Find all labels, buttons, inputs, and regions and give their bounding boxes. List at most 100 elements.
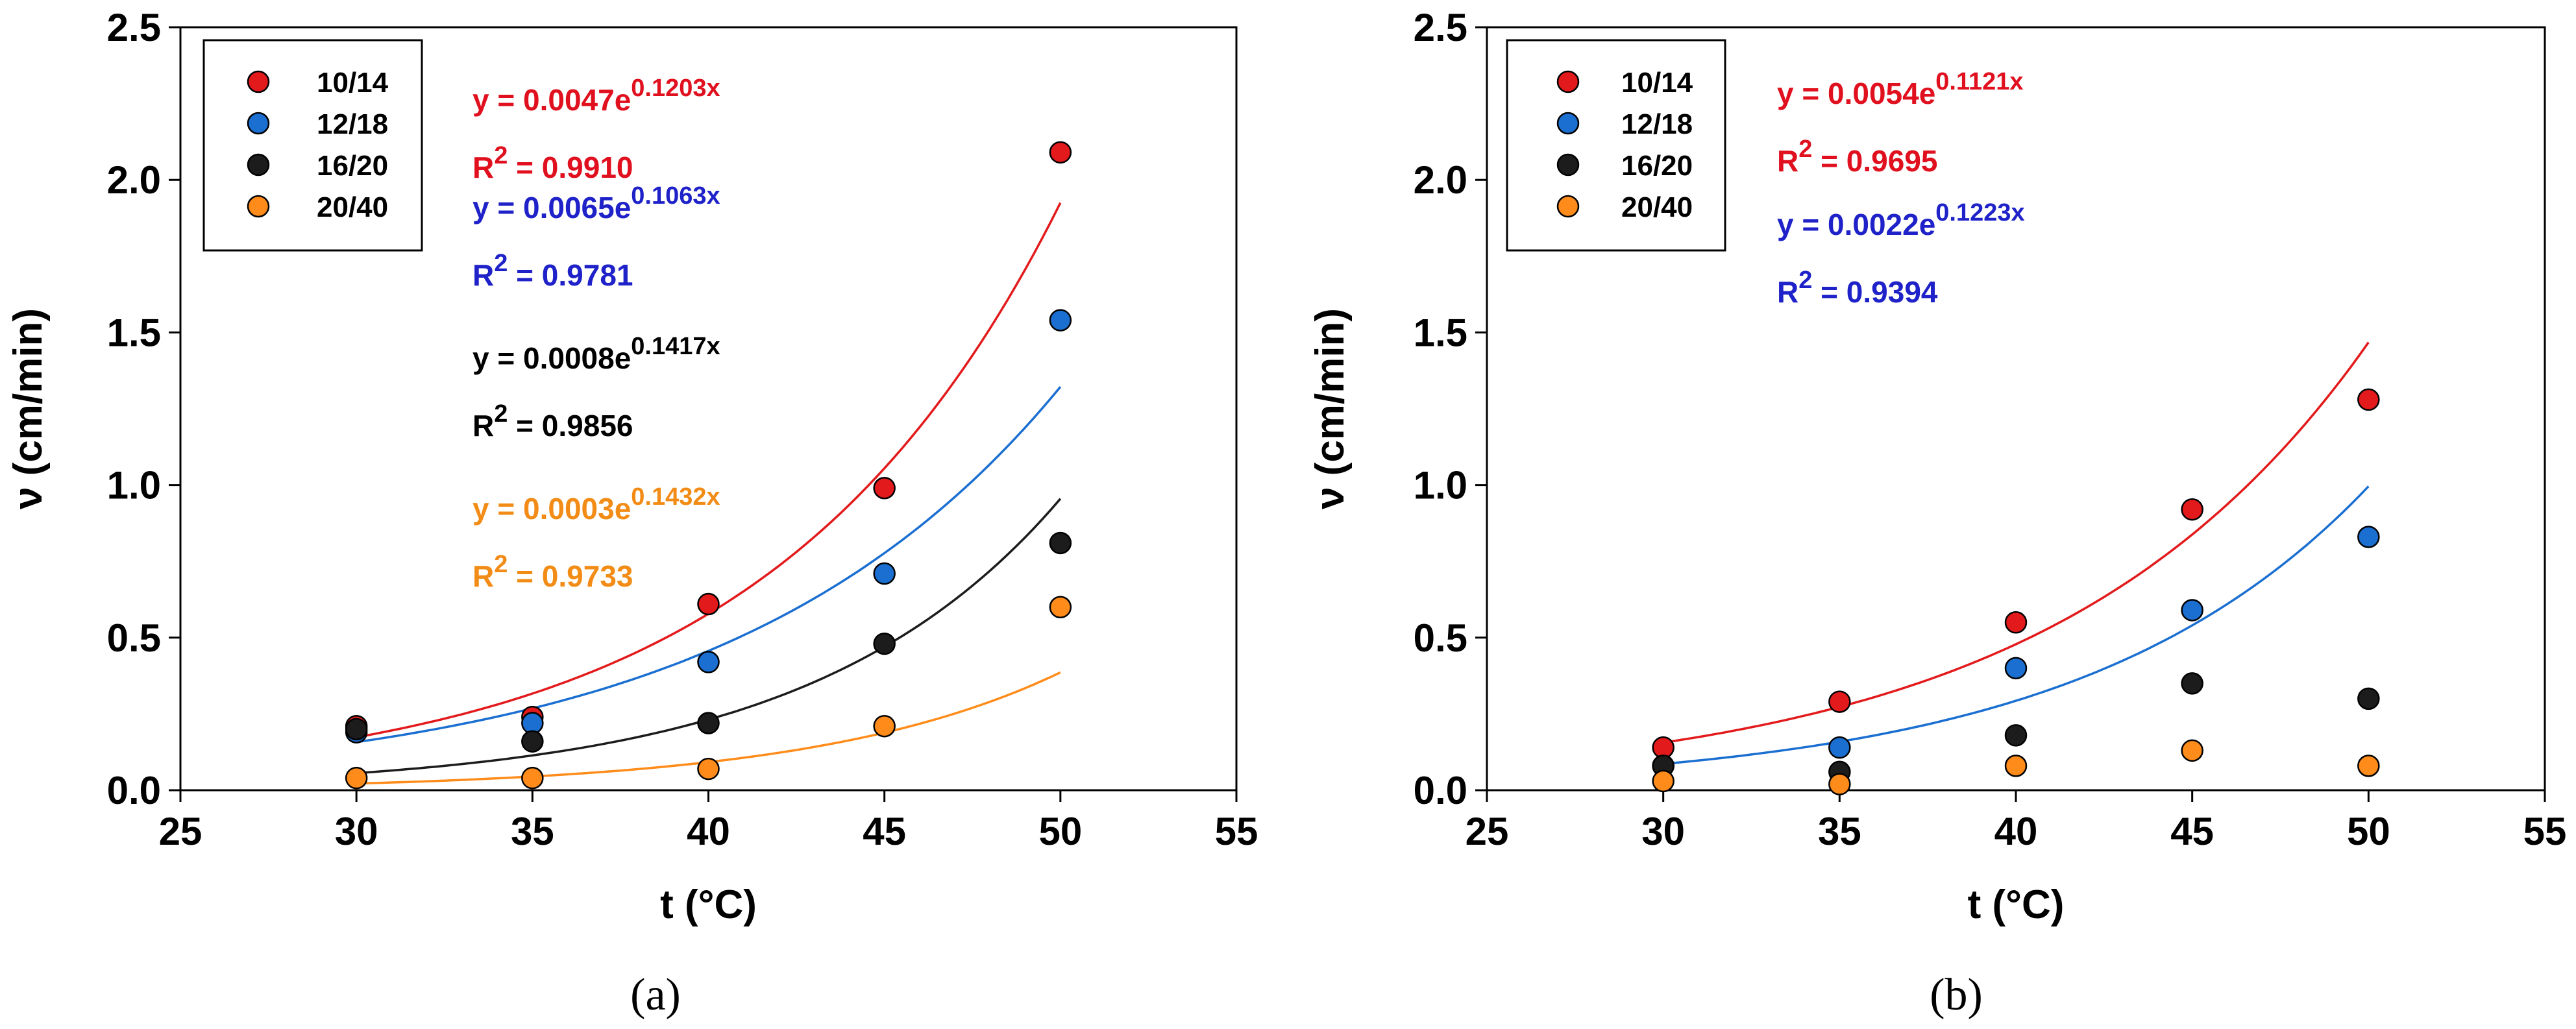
data-point-16-20 [1049, 531, 1072, 555]
data-point-12-18 [697, 651, 720, 673]
data-point-10-14 [873, 477, 896, 500]
fit-r-squared: R2 = 0.9394 [1777, 267, 1938, 309]
x-tick-label: 40 [687, 810, 730, 853]
x-axis-title: t (°C) [660, 882, 757, 927]
y-tick-label: 1.5 [1414, 311, 1467, 354]
y-tick-label: 2.5 [107, 6, 161, 49]
y-axis-title: ν (cm/min) [6, 308, 51, 509]
x-tick-label: 45 [863, 810, 906, 853]
x-axis-title: t (°C) [1968, 882, 2065, 927]
legend-marker [247, 153, 270, 176]
x-tick-label: 25 [159, 810, 202, 853]
data-point-10-14 [1049, 141, 1072, 164]
y-tick-label: 2.0 [107, 158, 161, 202]
x-tick-label: 30 [1641, 810, 1685, 853]
data-point-20-40 [873, 714, 896, 738]
x-tick-label: 55 [1215, 810, 1258, 853]
x-tick-label: 50 [1038, 810, 1082, 853]
fit-r-squared: R2 = 0.9856 [472, 400, 633, 442]
data-point-16-20 [2004, 724, 2028, 747]
legend-marker [247, 112, 270, 135]
data-point-10-14 [1828, 690, 1851, 713]
x-tick-label: 55 [2523, 810, 2567, 853]
legend-marker [1556, 195, 1580, 218]
fit-r-squared: R2 = 0.9781 [472, 250, 633, 292]
y-tick-label: 2.0 [1414, 158, 1467, 202]
y-tick-label: 2.5 [1414, 6, 1467, 49]
data-point-12-18 [873, 562, 896, 585]
legend-marker [247, 70, 270, 93]
chart-panel-a: 25 30 35 40 45 50 55 0.0 0.5 1.0 1.5 2.0 2.5 t (°C) ν … [6, 6, 1258, 1020]
fit-equation: y = 0.0054e0.1121x [1777, 68, 2024, 110]
legend-label: 10/14 [317, 67, 389, 99]
legend-label: 16/20 [317, 150, 388, 182]
y-tick-label: 0.5 [107, 616, 161, 660]
y-tick-label: 0.0 [1414, 769, 1467, 812]
data-point-12-18 [1049, 309, 1072, 332]
y-tick-label: 1.0 [1414, 464, 1467, 507]
data-point-20-40 [697, 757, 720, 781]
legend-marker [1556, 112, 1580, 135]
x-tick-label: 30 [335, 810, 378, 853]
legend-marker [247, 195, 270, 218]
y-axis-title: ν (cm/min) [1308, 308, 1353, 509]
data-point-12-18 [1828, 736, 1851, 759]
y-tick-label: 0.0 [107, 769, 161, 812]
fit-curve-10-14 [1663, 341, 2370, 744]
x-tick-label: 35 [511, 810, 554, 853]
fit-curve-12-18 [356, 386, 1062, 744]
y-tick-label: 1.5 [107, 311, 161, 354]
data-point-20-40 [1828, 773, 1851, 795]
panel-label: (a) [630, 970, 681, 1020]
data-point-16-20 [873, 632, 896, 655]
data-point-20-40 [1652, 769, 1674, 793]
fit-r-squared: R2 = 0.9733 [472, 551, 633, 593]
data-point-10-14 [2357, 388, 2380, 411]
y-tick-label: 1.0 [107, 464, 161, 507]
data-point-16-20 [2181, 672, 2203, 695]
data-point-20-40 [2004, 755, 2028, 777]
legend-label: 12/18 [317, 108, 388, 140]
data-point-10-14 [2181, 498, 2203, 521]
fit-equation: y = 0.0047e0.1203x [472, 75, 720, 117]
data-point-16-20 [521, 730, 544, 753]
x-tick-label: 45 [2170, 810, 2214, 853]
data-point-16-20 [697, 712, 720, 734]
data-point-20-40 [1049, 596, 1072, 619]
x-tick-label: 50 [2347, 810, 2390, 853]
data-point-20-40 [2181, 739, 2203, 762]
x-tick-label: 25 [1466, 810, 1509, 853]
data-point-20-40 [2357, 755, 2380, 777]
x-tick-label: 35 [1818, 810, 1861, 853]
data-point-20-40 [345, 766, 368, 790]
data-point-12-18 [2357, 526, 2380, 548]
legend-label: 20/40 [1621, 191, 1693, 223]
fit-equation: y = 0.0022e0.1223x [1777, 199, 2025, 241]
data-point-12-18 [2004, 657, 2028, 680]
data-point-12-18 [2181, 599, 2203, 622]
fit-r-squared: R2 = 0.9695 [1777, 136, 1938, 178]
legend-label: 12/18 [1621, 108, 1693, 140]
legend-label: 10/14 [1621, 67, 1693, 99]
y-tick-label: 0.5 [1414, 616, 1467, 660]
fit-equation: y = 0.0065e0.1063x [472, 182, 720, 224]
legend-marker [1556, 153, 1580, 176]
data-point-10-14 [2004, 611, 2028, 634]
chart-panel-b: 25 30 35 40 45 50 55 0.0 0.5 1.0 1.5 2.0 2.5 t (°C) ν … [1308, 6, 2566, 1020]
data-point-10-14 [697, 592, 720, 616]
legend-marker [1556, 70, 1580, 93]
legend-box [202, 39, 423, 252]
fit-equation: y = 0.0008e0.1417x [472, 333, 720, 375]
legend-box [1506, 39, 1726, 252]
fit-r-squared: R2 = 0.9910 [472, 142, 633, 184]
data-point-20-40 [521, 766, 544, 790]
legend-label: 20/40 [317, 191, 388, 223]
data-point-16-20 [2357, 687, 2380, 710]
x-tick-label: 40 [1994, 810, 2038, 853]
panel-label: (b) [1930, 970, 1983, 1020]
data-point-16-20 [345, 718, 368, 741]
legend-label: 16/20 [1621, 150, 1693, 182]
fit-equation: y = 0.0003e0.1432x [472, 483, 720, 526]
fit-curve-12-18 [1663, 485, 2370, 766]
